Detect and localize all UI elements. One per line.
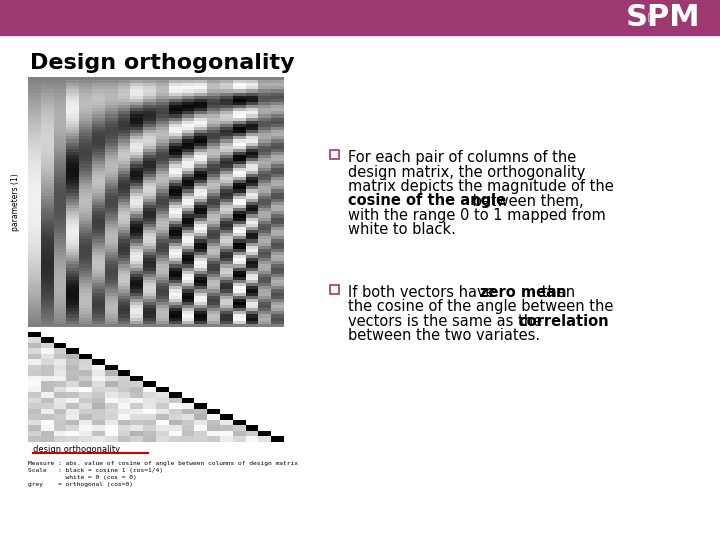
Text: parameters (1): parameters (1): [12, 173, 20, 231]
Text: between the two variates.: between the two variates.: [348, 328, 540, 343]
Text: SPM: SPM: [626, 3, 700, 32]
Text: For each pair of columns of the: For each pair of columns of the: [348, 150, 576, 165]
Text: with the range 0 to 1 mapped from: with the range 0 to 1 mapped from: [348, 208, 606, 223]
Text: grey    = orthogonal (cos=0): grey = orthogonal (cos=0): [28, 482, 133, 487]
FancyBboxPatch shape: [330, 150, 339, 159]
Text: design orthogonality: design orthogonality: [33, 445, 120, 454]
Text: then: then: [537, 285, 575, 300]
Text: vectors is the same as the: vectors is the same as the: [348, 314, 546, 329]
Text: matrix depicts the magnitude of the: matrix depicts the magnitude of the: [348, 179, 613, 194]
Text: Design orthogonality: Design orthogonality: [30, 53, 294, 73]
Bar: [0, 0, 720, 35]
Text: between them,: between them,: [468, 193, 583, 208]
Text: white = 0 (cos = 0): white = 0 (cos = 0): [28, 475, 137, 480]
Text: design matrix, the orthogonality: design matrix, the orthogonality: [348, 165, 585, 179]
Text: ⛪: ⛪: [647, 11, 653, 22]
Text: correlation: correlation: [518, 314, 608, 329]
Text: zero mean: zero mean: [480, 285, 567, 300]
Text: white to black.: white to black.: [348, 222, 456, 238]
Text: cosine of the angle: cosine of the angle: [348, 193, 506, 208]
Text: If both vectors have: If both vectors have: [348, 285, 499, 300]
Text: Measure : abs. value of cosine of angle between columns of design matrix: Measure : abs. value of cosine of angle …: [28, 461, 298, 466]
FancyBboxPatch shape: [330, 285, 339, 294]
Text: Scale   : black = cosine 1 (cos=1/4): Scale : black = cosine 1 (cos=1/4): [28, 468, 163, 473]
Text: the cosine of the angle between the: the cosine of the angle between the: [348, 300, 613, 314]
